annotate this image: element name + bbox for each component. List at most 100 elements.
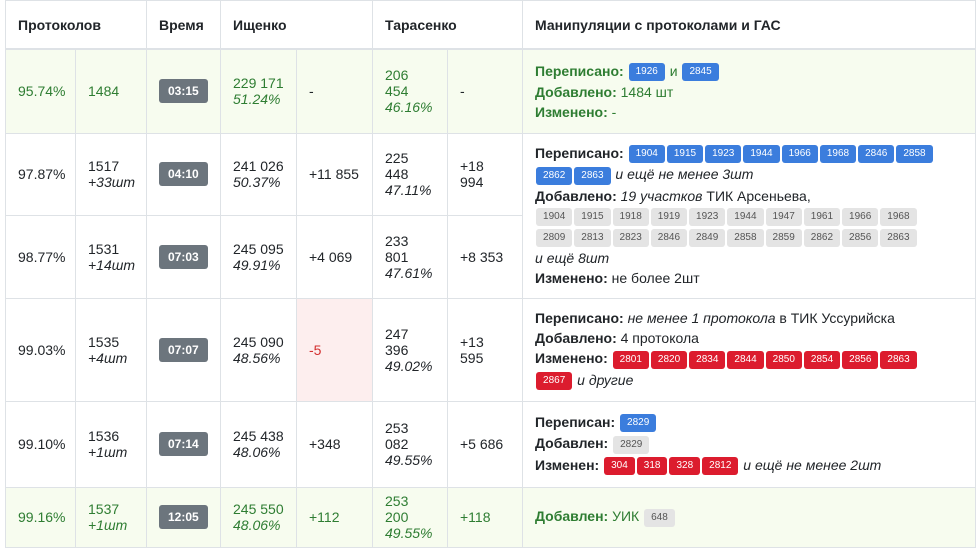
tarasenko-delta: +8 353 [446,214,524,299]
protocol-badge[interactable]: 1966 [842,207,879,226]
protocol-badge[interactable]: 2856 [842,350,879,369]
protocol-badge[interactable]: 328 [669,456,701,475]
added-label: Добавлено: [535,330,617,347]
time-badge: 12:05 [159,505,208,529]
protocol-badge[interactable]: 1915 [574,207,611,226]
protocol-badge[interactable]: 318 [636,456,668,475]
protocol-badge[interactable]: 2829 [613,435,650,454]
protocols-percent: 98.77% [5,214,76,299]
ishchenko-delta: +11 855 [296,132,373,216]
protocol-badge[interactable]: 2809 [536,229,573,248]
votes-value: 245 090 [233,333,284,350]
added-label: Добавлено: [535,187,617,204]
protocol-badge[interactable]: 2849 [689,229,726,248]
protocol-badge[interactable]: 1919 [650,207,688,226]
protocol-badge[interactable]: 2801 [612,350,649,369]
changed-label: Изменено: [535,103,608,120]
protocol-badge[interactable]: 1961 [803,207,841,226]
protocol-badge[interactable]: 2845 [682,62,719,81]
votes-value: 225 448 [385,150,409,182]
protocol-badge[interactable]: 304 [604,456,635,475]
protocol-badge[interactable]: 1966 [781,145,818,164]
protocol-badge[interactable]: 2850 [765,350,802,369]
manipulations-cell: Добавлен: УИК 648 [522,486,977,548]
ishchenko-delta: - [296,48,373,134]
protocol-badge[interactable]: 2846 [650,229,688,248]
protocol-badge[interactable]: 2862 [803,229,841,248]
protocol-badge[interactable]: 2863 [574,166,611,185]
votes-percent: 47.61% [385,264,433,281]
changed-text: не более 2шт [611,270,700,287]
tarasenko-votes: 233 801 47.61% [372,214,448,299]
protocols-percent: 99.03% [5,297,76,402]
protocol-badge[interactable]: 648 [644,508,675,527]
protocol-badge[interactable]: 2812 [702,456,739,475]
added-line: Добавлен: 2829 [535,433,963,454]
protocols-percent: 99.16% [5,486,76,548]
protocol-badge[interactable]: 1944 [743,145,780,164]
tarasenko-votes: 206 454 46.16% [372,48,448,134]
tarasenko-votes: 225 448 47.11% [372,132,448,216]
protocol-badge[interactable]: 1904 [628,145,665,164]
protocol-badge[interactable]: 1944 [727,207,764,226]
table-row: 99.03% 1535 +4шт 07:07 245 090 48.56% -5 2… [5,297,977,402]
protocol-badge[interactable]: 1918 [612,207,649,226]
protocol-badge[interactable]: 1904 [536,207,573,226]
time-badge: 07:07 [159,337,208,362]
protocol-badge[interactable]: 2863 [880,229,917,248]
added-text: 4 протокола [620,330,699,347]
count-value: 1531 [88,240,120,257]
protocol-badge[interactable]: 2863 [880,350,917,369]
ishchenko-delta: +4 069 [296,214,373,299]
count-value: 1484 [88,83,120,100]
count-value: 1535 [88,333,120,350]
changed-line-continued: 2867 и другие [535,370,963,391]
votes-value: 206 454 [385,67,409,100]
protocol-badge[interactable]: 2844 [727,350,764,369]
protocol-badge[interactable]: 2820 [650,350,688,369]
protocol-badge[interactable]: 2859 [765,229,802,248]
protocol-badge[interactable]: 2834 [689,350,726,369]
time-cell: 03:15 [146,48,221,134]
protocol-badge[interactable]: 1926 [628,62,665,81]
added-badges-line: 2809 2813 2823 2846 2849 2858 2859 2862 2856 2863 [535,227,963,248]
count-value: 1536 [88,428,120,444]
count-delta: +1шт [88,517,128,533]
protocols-count: 1484 [75,48,147,134]
protocol-badge[interactable]: 2823 [612,229,649,248]
protocol-badge[interactable]: 2862 [536,166,573,185]
protocol-badge[interactable]: 2858 [896,145,933,164]
votes-value: 245 095 [233,240,284,257]
votes-percent: 48.06% [233,444,281,460]
protocol-badge[interactable]: 1915 [666,145,704,164]
protocol-badge[interactable]: 2858 [727,229,764,248]
added-text-italic: 19 участков [620,187,703,204]
protocol-badge[interactable]: 1968 [819,145,857,164]
changed-suffix: и другие [577,371,634,388]
time-badge: 07:14 [159,432,208,456]
protocol-badge[interactable]: 2854 [803,350,841,369]
protocol-badge[interactable]: 2856 [842,229,879,248]
time-cell: 07:03 [146,214,221,299]
time-badge: 07:03 [159,244,208,269]
added-badges-line: 1904 1915 1918 1919 1923 1944 1947 1961 1966 1968 [535,206,963,227]
protocol-badge[interactable]: 2813 [574,229,611,248]
protocol-badge[interactable]: 2829 [620,414,657,433]
added-suffix: и ещё 8шт [535,250,610,267]
protocol-badge[interactable]: 1923 [689,207,726,226]
ishchenko-delta-negative: -5 [296,297,373,402]
added-text: УИК [612,508,640,525]
protocol-badge[interactable]: 1923 [705,145,742,164]
votes-percent: 47.11% [385,182,432,198]
tarasenko-delta: +13 595 [446,297,524,402]
ishchenko-votes: 241 026 50.37% [220,132,297,216]
time-cell: 12:05 [146,486,221,548]
protocol-badge[interactable]: 1968 [880,207,917,226]
manipulations-cell: Переписан: 2829 Добавлен: 2829 Изменен: … [522,400,977,488]
protocol-badge[interactable]: 1947 [765,207,802,226]
protocol-badge[interactable]: 2846 [858,145,895,164]
votes-percent: 48.06% [233,517,281,533]
protocol-badge[interactable]: 2867 [536,371,573,390]
manipulations-cell: Переписано: 1904 1915 1923 1944 1966 1968 2846… [522,132,977,299]
votes-percent: 50.37% [233,174,281,190]
